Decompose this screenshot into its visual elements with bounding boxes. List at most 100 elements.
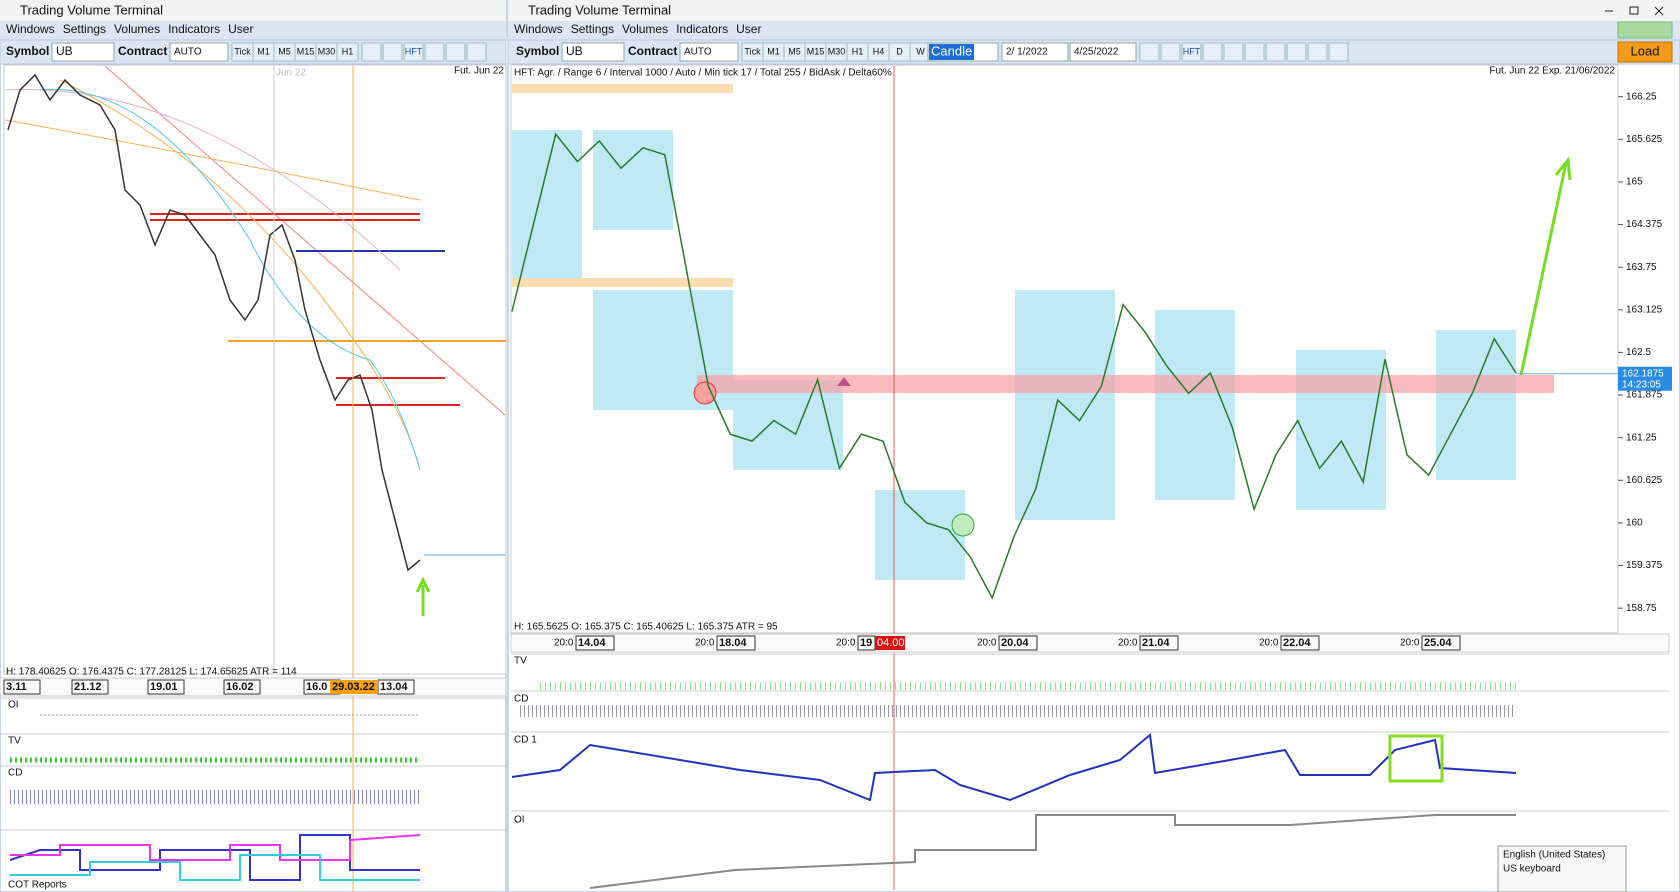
date-box [575,635,615,651]
menu-item[interactable]: Volumes [622,22,668,36]
arrow [415,576,431,616]
symbol-select[interactable] [51,42,115,62]
y-tick-label: 160 [1626,518,1643,529]
tool-button[interactable] [1160,42,1181,62]
tool-button[interactable] [1244,42,1265,62]
watermark: Jun 22 [276,68,306,79]
footer: COT Reports [8,880,67,891]
timeframe-label: M1 [767,46,780,56]
tool-button[interactable] [1307,42,1328,62]
chart-info: HFT: Agr. / Range 6 / Interval 1000 / Au… [514,68,892,79]
time-label: 20:0 [977,638,997,649]
menu-item[interactable]: User [736,22,761,36]
y-tick-label: 161.25 [1626,432,1657,443]
moving-average [4,119,421,201]
tool-button[interactable] [1223,42,1244,62]
left-titlebar [0,0,506,21]
chart-type-value: Candle [931,43,972,58]
y-tick-label: 163.75 [1626,262,1657,273]
timeframe-button[interactable] [336,42,359,62]
date-label: 22.04 [1283,637,1311,649]
timeframe-label: M5 [788,46,801,56]
cot-line [10,834,421,861]
menu-item[interactable]: Windows [6,22,55,36]
tool-button[interactable] [1328,42,1349,62]
left-title: Trading Volume Terminal [20,2,163,17]
date-from[interactable] [1001,42,1069,62]
volume-profile [512,130,582,280]
date-label: 3.11 [6,681,27,693]
y-tick-label: 164.375 [1626,219,1663,230]
right-panels [511,653,1669,889]
tool-button[interactable] [1202,42,1223,62]
load-button[interactable] [1617,41,1673,63]
tool-button[interactable] [361,42,382,62]
right-title: Trading Volume Terminal [528,2,671,17]
popup-box [1497,845,1627,892]
panel-label: CD [514,694,528,705]
volume-profile [733,380,843,470]
symbol-select[interactable] [561,42,625,62]
tool-button[interactable] [1286,42,1307,62]
right-time-axis [510,633,1670,653]
zone [697,375,1554,393]
cot-line [9,834,420,881]
y-tick-label: 165 [1626,177,1643,188]
moving-average [39,88,421,471]
timeframe-label: Tick [744,46,761,56]
tool-button[interactable] [424,42,445,62]
popup-layout: US keyboard [1503,864,1561,875]
sync-button[interactable] [1617,21,1673,39]
tool-button[interactable] [403,42,424,62]
time-label: 20:0 [1259,638,1279,649]
load-label: Load [1631,43,1660,58]
y-tick-label: 160.625 [1626,475,1663,486]
tool-button[interactable] [1181,42,1202,62]
tool-button[interactable] [445,42,466,62]
date-label: 21.12 [74,681,102,693]
current-date-label: 29.03.22 [332,681,375,693]
left-panels [0,697,506,881]
tool-button[interactable] [1139,42,1160,62]
menu-item[interactable]: Indicators [168,22,220,36]
marker-label: 04.00 [877,637,905,649]
left-time-axis [0,677,507,697]
date-label: 16.0 [306,681,327,693]
date-label: 16.02 [226,681,254,693]
left-menubar [0,21,506,40]
timeframe-label: M1 [257,46,270,56]
timeframe-label: M15 [807,46,825,56]
menu-item[interactable]: Indicators [676,22,728,36]
last-price-label: 162.1875 [1622,368,1664,379]
y-tick-label: 165.625 [1626,134,1663,145]
contract-select[interactable] [679,42,739,62]
menu-item[interactable]: Volumes [114,22,160,36]
menu-item[interactable]: Windows [514,22,563,36]
tool-button[interactable] [466,42,487,62]
y-tick-label: 162.5 [1626,347,1651,358]
timer-label: 14:23:05 [1622,379,1661,390]
menu-item[interactable]: User [228,22,253,36]
time-label: 20:0 [695,638,715,649]
time-label: 20:0 [1400,638,1420,649]
marker-circle [951,513,975,537]
hft-label: HFT [405,46,423,56]
panel-label: TV [514,656,527,667]
timeframe-label: D [896,46,903,56]
tool-button[interactable] [382,42,403,62]
maximize-button[interactable] [1629,6,1639,15]
volume-profile [593,130,673,230]
contract-select[interactable] [169,42,229,62]
zone [512,84,733,93]
date-to[interactable] [1069,42,1137,62]
close-button[interactable] [1654,6,1664,16]
tool-button[interactable] [1265,42,1286,62]
window-controls[interactable] [1605,6,1664,16]
date-label: 25.04 [1424,637,1452,649]
menu-item[interactable]: Settings [571,22,614,36]
symbol-value: UB [566,44,583,58]
menu-item[interactable]: Settings [63,22,106,36]
volume-profiles [512,84,1554,580]
